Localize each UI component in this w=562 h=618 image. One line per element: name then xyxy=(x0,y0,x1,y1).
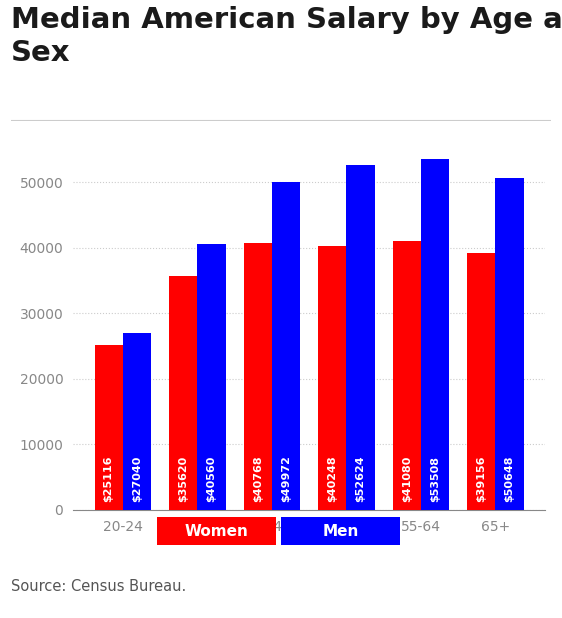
Text: $40560: $40560 xyxy=(206,455,216,502)
Bar xyxy=(272,182,300,510)
Bar xyxy=(467,253,495,510)
Text: $27040: $27040 xyxy=(132,455,142,502)
Text: $41080: $41080 xyxy=(402,455,412,502)
Bar xyxy=(495,178,524,510)
Text: Source: Census Bureau.: Source: Census Bureau. xyxy=(11,579,187,594)
Text: Median American Salary by Age and
Sex: Median American Salary by Age and Sex xyxy=(11,6,562,67)
Bar xyxy=(421,159,449,510)
Bar xyxy=(346,165,375,510)
Bar xyxy=(392,240,421,510)
Bar xyxy=(243,243,272,510)
Bar xyxy=(123,332,151,510)
Bar xyxy=(197,244,226,510)
Bar xyxy=(169,276,197,510)
Bar xyxy=(318,246,346,510)
Bar xyxy=(281,517,400,545)
Text: $35620: $35620 xyxy=(178,455,188,502)
Bar xyxy=(157,517,276,545)
Text: $53508: $53508 xyxy=(430,456,440,502)
Text: $49972: $49972 xyxy=(281,455,291,502)
Text: $39156: $39156 xyxy=(476,455,486,502)
Bar xyxy=(94,345,123,510)
Text: $52624: $52624 xyxy=(356,455,365,502)
Text: $40768: $40768 xyxy=(253,455,262,502)
Text: $40248: $40248 xyxy=(327,455,337,502)
Text: $50648: $50648 xyxy=(505,455,515,502)
Text: $25116: $25116 xyxy=(103,455,114,502)
Text: Men: Men xyxy=(322,523,359,539)
Text: Women: Women xyxy=(185,523,248,539)
